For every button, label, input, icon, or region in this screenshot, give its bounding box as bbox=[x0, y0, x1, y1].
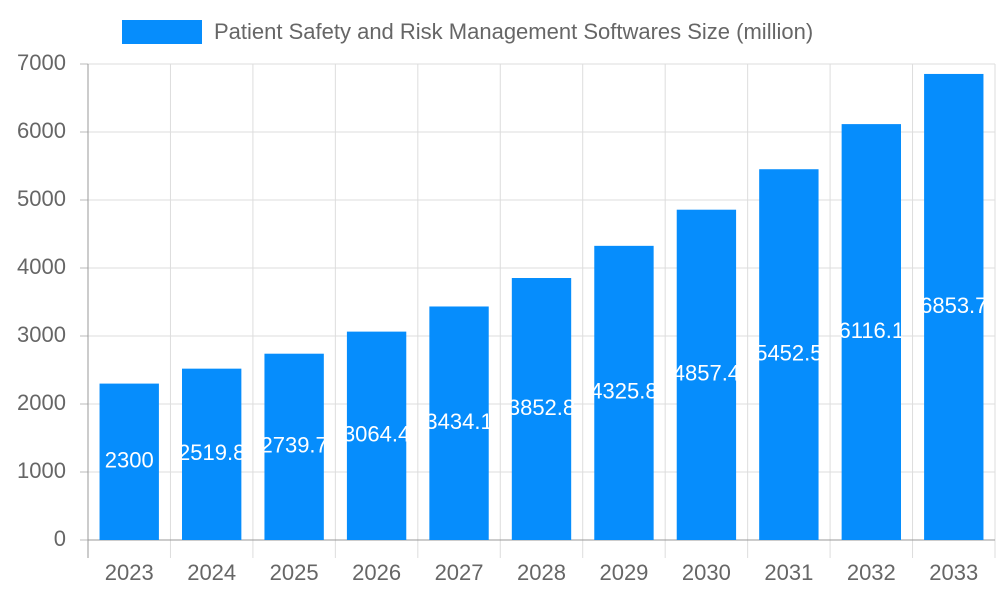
y-tick-label: 4000 bbox=[17, 254, 66, 279]
legend-label: Patient Safety and Risk Management Softw… bbox=[214, 19, 813, 44]
bar bbox=[346, 331, 407, 540]
value-label: 3852.8 bbox=[508, 395, 575, 420]
x-tick-label: 2027 bbox=[435, 560, 484, 585]
x-tick-label: 2030 bbox=[682, 560, 731, 585]
bar bbox=[511, 278, 572, 540]
x-tick-label: 2024 bbox=[187, 560, 236, 585]
y-tick-label: 7000 bbox=[17, 50, 66, 75]
value-label: 2739.7 bbox=[260, 433, 327, 458]
bar bbox=[759, 169, 819, 541]
x-tick-label: 2032 bbox=[847, 560, 896, 585]
value-label: 4857.4 bbox=[673, 361, 740, 386]
x-tick-label: 2033 bbox=[929, 560, 978, 585]
value-label: 2519.8 bbox=[178, 440, 245, 465]
value-label: 3434.1 bbox=[425, 409, 492, 434]
bar bbox=[99, 383, 159, 540]
x-tick-label: 2031 bbox=[764, 560, 813, 585]
x-tick-label: 2029 bbox=[599, 560, 648, 585]
legend-swatch bbox=[122, 20, 202, 44]
bar bbox=[264, 353, 324, 540]
value-label: 3064.4 bbox=[343, 422, 410, 447]
bar bbox=[676, 209, 737, 541]
y-tick-label: 6000 bbox=[17, 118, 66, 143]
value-label: 2300 bbox=[105, 448, 154, 473]
bar bbox=[924, 73, 984, 541]
bar bbox=[429, 306, 489, 540]
value-label: 4325.8 bbox=[590, 379, 657, 404]
x-tick-label: 2028 bbox=[517, 560, 566, 585]
y-tick-label: 1000 bbox=[17, 458, 66, 483]
y-tick-label: 3000 bbox=[17, 322, 66, 347]
value-label: 5452.5 bbox=[755, 340, 822, 365]
x-tick-label: 2023 bbox=[105, 560, 154, 585]
value-label: 6116.1 bbox=[838, 318, 904, 343]
x-tick-label: 2025 bbox=[270, 560, 319, 585]
value-label: 6853.7 bbox=[920, 293, 987, 318]
y-tick-label: 2000 bbox=[17, 390, 66, 415]
y-tick-label: 0 bbox=[54, 526, 66, 551]
x-tick-label: 2026 bbox=[352, 560, 401, 585]
bar bbox=[181, 368, 242, 540]
y-tick-label: 5000 bbox=[17, 186, 66, 211]
bar bbox=[841, 124, 902, 541]
bar bbox=[594, 245, 654, 541]
